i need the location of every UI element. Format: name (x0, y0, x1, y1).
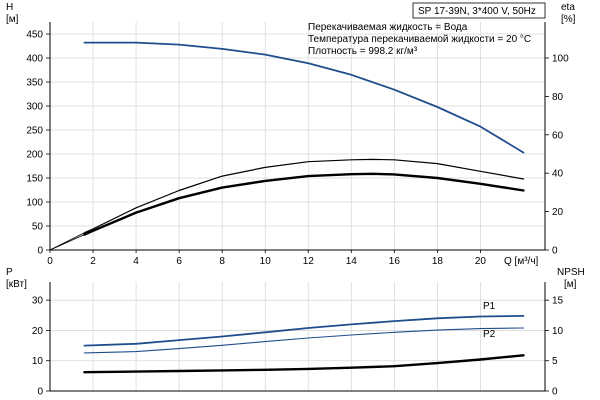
left-tick-label: 50 (32, 222, 44, 233)
bottom-series-p2-line (83, 327, 525, 354)
left-tick-label: 20 (32, 326, 44, 337)
fluid-info-line-3: Плотность = 998.2 кг/м³ (308, 46, 418, 57)
right-tick-label: 60 (552, 130, 564, 141)
right-tick-label: 100 (552, 54, 569, 65)
top-series-0-line (83, 41, 525, 154)
bottom-series-2-line (83, 354, 525, 374)
x-tick-label: 6 (176, 256, 182, 267)
x-tick-label: 10 (260, 256, 272, 267)
left-tick-label: 10 (32, 356, 44, 367)
x-tick-label: 4 (133, 256, 139, 267)
p1-series-label: P1 (483, 301, 496, 312)
bottom-series-p1-line (83, 314, 525, 347)
fluid-info-line-2: Температура перекачиваемой жидкости = 20… (308, 34, 531, 45)
h-axis-label: H (6, 2, 13, 13)
left-tick-label: 350 (26, 78, 43, 89)
left-tick-label: 250 (26, 126, 43, 137)
left-tick-label: 0 (37, 387, 43, 398)
x-tick-label: 18 (432, 256, 444, 267)
left-tick-label: 200 (26, 150, 43, 161)
bottom-panel-grid: 0 10 20 30 0 5 10 15 (32, 282, 564, 398)
x-tick-label: 2 (90, 256, 96, 267)
p2-series-label: P2 (483, 329, 496, 340)
model-box: SP 17-39N, 3*400 V, 50Hz (412, 2, 546, 19)
eta-axis-unit: [%] (561, 14, 576, 25)
right-tick-label: 20 (552, 207, 564, 218)
left-tick-label: 300 (26, 102, 43, 113)
p-axis-unit: [кВт] (6, 279, 27, 290)
top-series-2-line (83, 172, 525, 236)
x-tick-label: 14 (346, 256, 358, 267)
x-tick-label: 0 (47, 256, 53, 267)
fluid-info-line-1: Перекачиваемая жидкость = Вода (308, 22, 468, 33)
right-tick-label: 5 (552, 356, 558, 367)
right-tick-label: 0 (552, 387, 558, 398)
right-tick-label: 15 (552, 296, 564, 307)
right-tick-label: 40 (552, 169, 564, 180)
top-panel-grid: 0 2 4 6 8 10 12 14 16 18 2005010015020025030035040… (26, 22, 569, 267)
npsh-axis-label: NPSH (557, 267, 585, 278)
right-tick-label: 0 (552, 246, 558, 257)
eta-axis-label: eta (561, 2, 575, 13)
pump-model-label: SP 17-39N, 3*400 V, 50Hz (418, 6, 536, 17)
h-axis-unit: [м] (6, 14, 19, 25)
left-tick-label: 100 (26, 198, 43, 209)
p-axis-label: P (6, 267, 13, 278)
top-series-1-line (83, 158, 525, 234)
eta-origin-extension-line (49, 234, 85, 251)
x-tick-label: 8 (219, 256, 225, 267)
right-tick-label: 80 (552, 92, 564, 103)
left-tick-label: 450 (26, 30, 43, 41)
x-tick-label: 20 (475, 256, 487, 267)
npsh-axis-unit: [м] (564, 279, 577, 290)
left-tick-label: 30 (32, 296, 44, 307)
right-tick-label: 10 (552, 326, 564, 337)
left-tick-label: 150 (26, 174, 43, 185)
left-tick-label: 400 (26, 54, 43, 65)
left-tick-label: 0 (37, 246, 43, 257)
chart-marks (49, 41, 525, 374)
x-tick-label: 16 (389, 256, 401, 267)
q-axis-label: Q [м³/ч] (504, 256, 539, 267)
x-tick-label: 12 (303, 256, 315, 267)
